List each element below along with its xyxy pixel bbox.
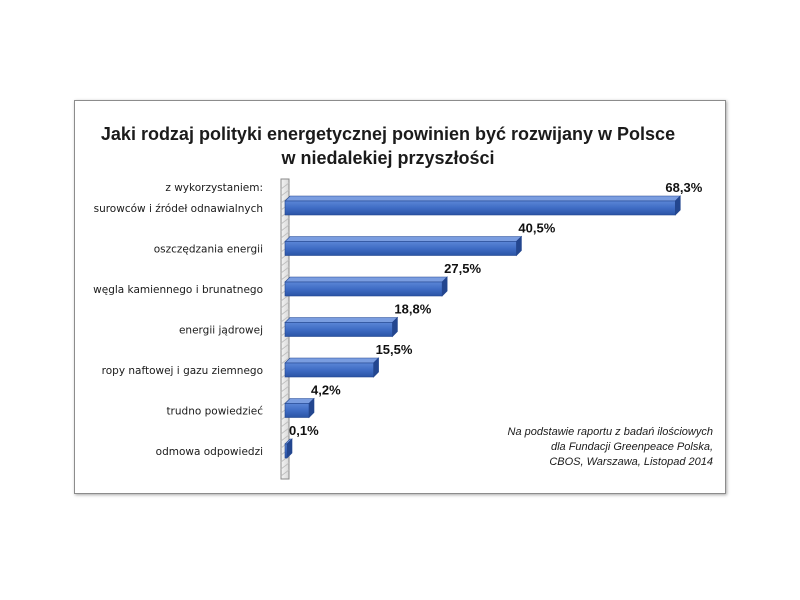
category-label: odmowa odpowiedzi	[156, 446, 263, 458]
bar	[284, 322, 393, 337]
chart-frame: Jaki rodzaj polityki energetycznej powin…	[74, 100, 726, 494]
category-label: węgla kamiennego i brunatnego	[93, 284, 263, 296]
bar	[284, 281, 443, 297]
value-label: 18,8%	[394, 302, 431, 317]
source-note-line-2: dla Fundacji Greenpeace Polska,	[551, 441, 713, 453]
bar	[284, 241, 517, 256]
bar-chart: Jaki rodzaj polityki energetycznej powin…	[93, 124, 713, 480]
category-label: ropy naftowej i gazu ziemnego	[102, 365, 263, 377]
bar	[284, 362, 374, 378]
category-prefix-label: z wykorzystaniem:	[165, 182, 263, 194]
category-label: oszczędzania energii	[154, 244, 263, 256]
bar	[284, 403, 310, 418]
bar	[284, 200, 676, 216]
value-label: 15,5%	[376, 342, 413, 357]
value-label: 4,2%	[311, 383, 341, 398]
chart-title-line-2: w niedalekiej przyszłości	[280, 148, 494, 168]
value-label: 40,5%	[518, 221, 555, 236]
category-label: trudno powiedzieć	[166, 406, 263, 418]
bar-top-face	[284, 357, 380, 364]
bar-top-face	[284, 236, 523, 242]
value-label: 68,3%	[665, 180, 702, 195]
source-note-line-3: CBOS, Warszawa, Listopad 2014	[549, 456, 713, 468]
labels-layer: surowców i źródeł odnawialnych 68,3% oszcz…	[93, 180, 703, 458]
category-label: energii jądrowej	[179, 325, 263, 337]
bar-top-face	[284, 195, 682, 202]
source-note-line-1: Na podstawie raportu z badań ilościowych	[508, 426, 713, 438]
bars-layer	[284, 195, 682, 459]
value-label: 27,5%	[444, 261, 481, 276]
category-label: surowców i źródeł odnawialnych	[94, 203, 263, 215]
value-label: 0,1%	[289, 423, 319, 438]
bar-top-face	[284, 276, 448, 283]
bar-top-face	[284, 317, 399, 323]
bar	[284, 443, 288, 459]
chart-title-line-1: Jaki rodzaj polityki energetycznej powin…	[101, 124, 675, 144]
